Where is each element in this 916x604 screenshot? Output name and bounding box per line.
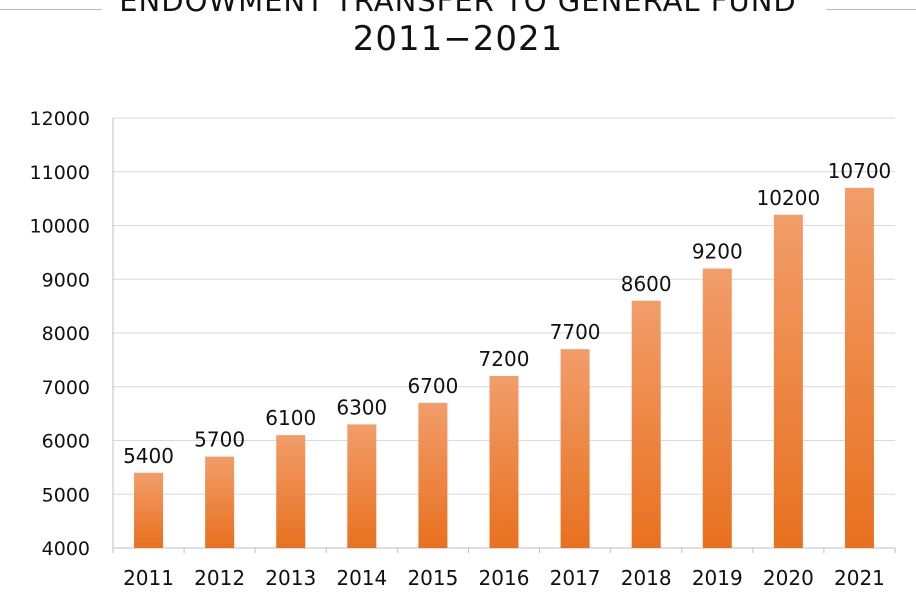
chart-title: ENDOWMENT TRANSFER TO GENERAL FUND	[119, 0, 797, 18]
x-tick-label: 2017	[550, 566, 601, 590]
data-label: 7700	[550, 320, 601, 344]
bar	[560, 349, 590, 548]
title-divider-left	[0, 9, 102, 10]
y-tick-label: 5000	[42, 484, 90, 506]
bar	[205, 456, 235, 548]
bars	[134, 187, 874, 548]
chart-title-area: ENDOWMENT TRANSFER TO GENERAL FUND 2011−…	[0, 0, 916, 80]
x-tick-label: 2019	[692, 566, 743, 590]
data-label: 8600	[621, 272, 672, 296]
data-label: 6300	[336, 395, 387, 419]
y-tick-label: 11000	[30, 162, 90, 184]
chart-subtitle: 2011−2021	[352, 19, 564, 59]
y-tick-label: 6000	[42, 431, 90, 453]
x-tick-label: 2011	[123, 566, 174, 590]
bar	[702, 268, 732, 548]
data-label: 10700	[828, 159, 892, 183]
y-tick-label: 12000	[30, 108, 90, 130]
title-divider-right	[826, 9, 916, 10]
data-label: 6700	[407, 374, 458, 398]
x-tick-label: 2015	[407, 566, 458, 590]
bar	[773, 214, 803, 548]
bar	[276, 435, 306, 548]
x-tick-label: 2018	[621, 566, 672, 590]
bar	[134, 472, 164, 548]
data-label: 10200	[757, 186, 821, 210]
bar	[418, 402, 448, 548]
y-tick-label: 4000	[42, 538, 90, 560]
data-label: 6100	[265, 406, 316, 430]
y-tick-label: 7000	[42, 377, 90, 399]
data-label: 5400	[123, 444, 174, 468]
data-label: 9200	[692, 240, 743, 264]
data-label: 7200	[479, 347, 530, 371]
x-tick-label: 2013	[265, 566, 316, 590]
bar	[631, 300, 661, 548]
x-tick-label: 2021	[834, 566, 885, 590]
y-tick-label: 10000	[30, 216, 90, 238]
y-tick-label: 9000	[42, 269, 90, 291]
labels: 4000 5000 6000 7000 8000 9000 10000 11000 12000 5…	[30, 108, 892, 590]
bar	[489, 376, 519, 548]
data-label: 5700	[194, 428, 245, 452]
x-tick-label: 2014	[336, 566, 387, 590]
y-tick-label: 8000	[42, 323, 90, 345]
x-tick-label: 2020	[763, 566, 814, 590]
bar	[844, 187, 874, 548]
x-tick-label: 2016	[479, 566, 530, 590]
x-tick-label: 2012	[194, 566, 245, 590]
bar	[347, 424, 377, 548]
